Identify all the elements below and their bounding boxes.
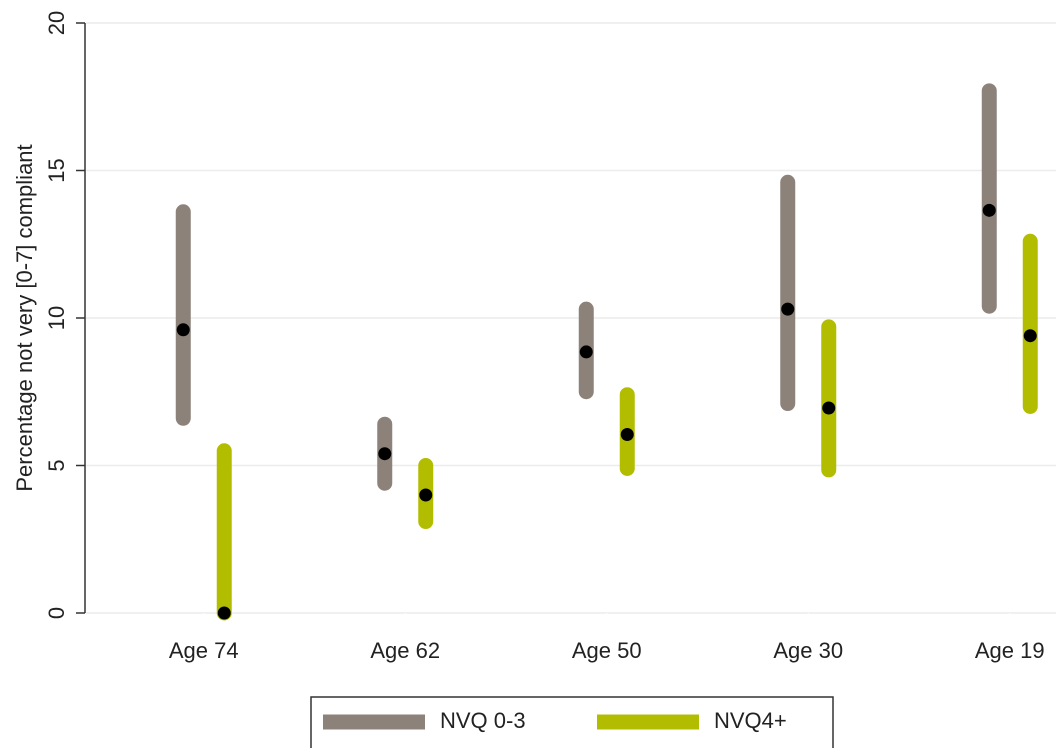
point-estimate	[982, 203, 996, 217]
x-tick-label: Age 62	[370, 638, 440, 663]
x-tick-label: Age 50	[572, 638, 642, 663]
x-tick-label: Age 19	[975, 638, 1045, 663]
point-estimate	[419, 488, 433, 502]
legend-label: NVQ4+	[714, 708, 787, 733]
y-tick-label: 20	[44, 11, 69, 35]
x-tick-label: Age 30	[773, 638, 843, 663]
y-tick-label: 0	[44, 607, 69, 619]
y-tick-label: 15	[44, 158, 69, 182]
point-estimate	[781, 302, 795, 316]
point-estimate	[620, 428, 634, 442]
point-estimate	[822, 401, 836, 415]
y-axis-label: Percentage not very [0-7] compliant	[12, 144, 37, 491]
x-tick-label: Age 74	[169, 638, 239, 663]
point-estimate	[579, 345, 593, 359]
point-estimate	[176, 323, 190, 337]
point-estimate	[378, 447, 392, 461]
y-tick-label: 10	[44, 306, 69, 330]
point-estimate	[1023, 329, 1037, 343]
legend-label: NVQ 0-3	[440, 708, 526, 733]
point-estimate	[217, 606, 231, 620]
y-tick-label: 5	[44, 459, 69, 471]
